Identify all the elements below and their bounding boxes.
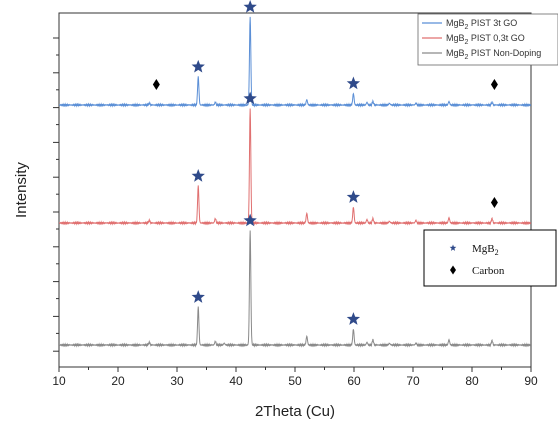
mgb2-star-marker [191, 169, 205, 182]
series-line-3 [59, 230, 531, 348]
y-axis-title: Intensity [13, 162, 30, 218]
x-tick-label: 90 [524, 374, 538, 388]
marker-legend-label: Carbon [472, 265, 505, 277]
legend-diamond-icon [450, 265, 456, 275]
x-tick-label: 10 [52, 374, 66, 388]
mgb2-star-marker [243, 91, 257, 105]
series-line-2 [59, 108, 531, 226]
mgb2-star-marker [346, 190, 361, 203]
carbon-diamond-marker [490, 196, 498, 208]
carbon-diamond-marker [152, 78, 160, 90]
x-tick-label: 30 [170, 374, 184, 388]
x-tick-label: 40 [229, 374, 243, 388]
marker-legend-box [423, 229, 557, 287]
carbon-diamond-marker [490, 78, 498, 90]
plot-area [58, 12, 532, 368]
x-tick-label: 20 [111, 374, 125, 388]
x-tick-label: 70 [406, 374, 420, 388]
mgb2-star-marker [243, 213, 257, 227]
mgb2-star-marker [346, 76, 361, 90]
series-legend-label: MgB2 PIST Non-Doping [446, 48, 541, 61]
mgb2-star-marker [243, 0, 257, 13]
x-tick-label: 60 [347, 374, 361, 388]
x-axis-title: 2Theta (Cu) [255, 403, 335, 420]
x-tick-label: 50 [288, 374, 302, 388]
marker-legend: MgB2 Carbon [423, 229, 557, 287]
series-legend-label: MgB2 PIST 0,3t GO [446, 33, 525, 46]
mgb2-star-marker [191, 59, 205, 73]
mgb2-star-marker [191, 290, 205, 303]
marker-legend-label: MgB2 [472, 243, 499, 257]
series-legend: MgB2 PIST 3t GO MgB2 PIST 0,3t GO MgB2 PIS… [417, 13, 558, 66]
series-line-1 [59, 16, 531, 108]
x-tick-label: 80 [465, 374, 479, 388]
mgb2-star-marker [346, 312, 361, 325]
series-legend-label: MgB2 PIST 3t GO [446, 18, 517, 31]
legend-star-icon [449, 244, 457, 251]
